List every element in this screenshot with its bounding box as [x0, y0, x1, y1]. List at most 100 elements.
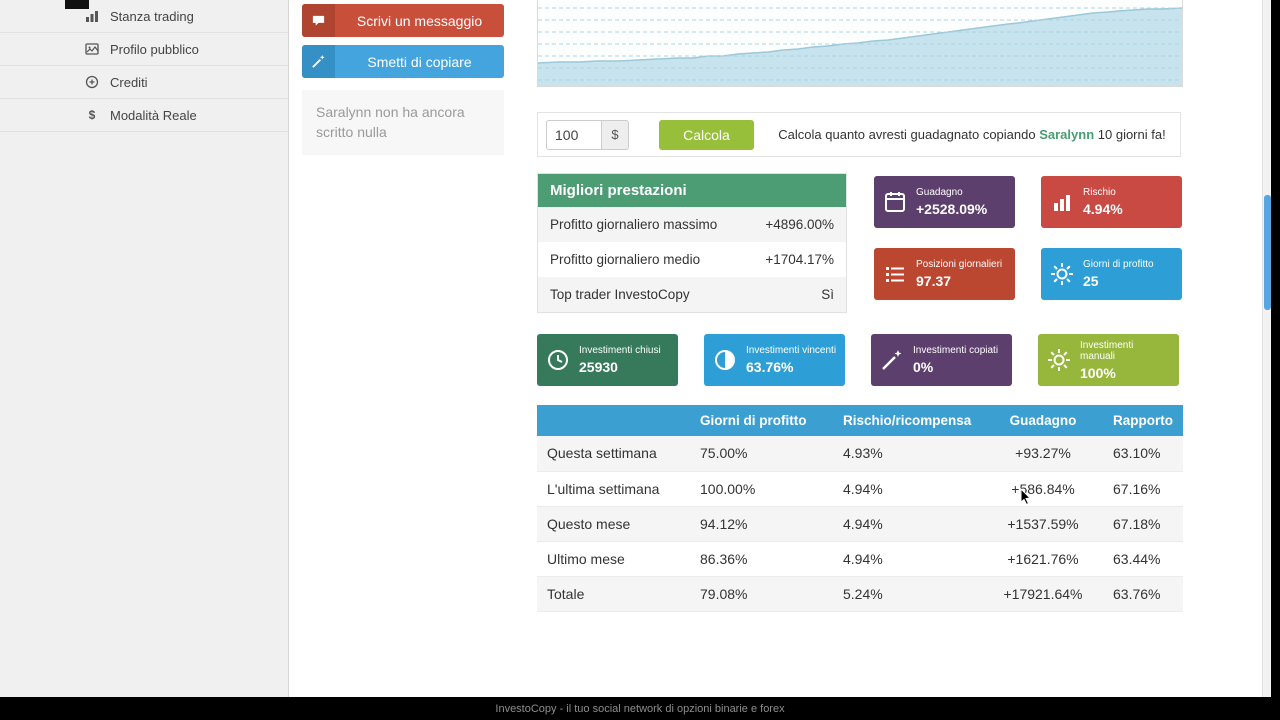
tile-label: Rischio	[1083, 187, 1116, 199]
row-value: Sì	[821, 287, 834, 302]
tile-label: Investimenti manuali	[1080, 339, 1134, 363]
amount-input[interactable]	[546, 119, 601, 150]
tile-value: 63.76%	[746, 358, 794, 375]
list-icon	[882, 262, 908, 286]
period-label: Questo mese	[537, 506, 690, 542]
calculator-description: Calcola quanto avresti guadagnato copian…	[754, 125, 1172, 145]
table-cell: 4.94%	[833, 506, 983, 542]
periods-table-wrap: Giorni di profitto Rischio/ricompensa Gu…	[537, 405, 1183, 612]
best-performance-row: Profitto giornaliero massimo +4896.00%	[538, 207, 846, 242]
table-cell: +17921.64%	[983, 576, 1103, 612]
speech-bubble-icon	[302, 4, 335, 37]
table-header-cell	[537, 405, 690, 436]
table-header-cell: Rischio/ricompensa	[833, 405, 983, 436]
tile-label: Guadagno	[916, 187, 963, 199]
sidebar-item-crediti[interactable]: Crediti	[0, 66, 288, 99]
table-cell: 94.12%	[690, 506, 833, 542]
sidebar-item-profilo-pubblico[interactable]: Profilo pubblico	[0, 33, 288, 66]
best-performance-row: Top trader InvestoCopy Sì	[538, 277, 846, 312]
gear-icon	[1046, 348, 1072, 372]
partial-scrolled-element	[65, 0, 89, 9]
tile-value: +2528.09%	[916, 200, 988, 217]
trader-name: Saralynn	[1039, 126, 1095, 142]
scrollbar-thumb[interactable]	[1264, 195, 1271, 310]
currency-addon: $	[601, 119, 629, 150]
sidebar-item-label: Modalità Reale	[110, 107, 197, 123]
table-row: Questo mese 94.12% 4.94% +1537.59% 67.18…	[537, 506, 1183, 542]
sidebar-item-label: Crediti	[110, 74, 148, 90]
calcola-button[interactable]: Calcola	[659, 119, 754, 150]
performance-chart-panel	[537, 0, 1183, 87]
sidebar-item-modalita-reale[interactable]: $ Modalità Reale	[0, 99, 288, 132]
period-label: Ultimo mese	[537, 541, 690, 577]
table-cell: 63.76%	[1103, 576, 1183, 612]
app-viewport: Stanza trading Profilo pubblico Crediti …	[0, 0, 1271, 697]
tile-value: 4.94%	[1083, 200, 1123, 217]
tile-label: Giorni di profitto	[1083, 259, 1154, 271]
stat-tile-investimenti-copiati: Investimenti copiati 0%	[871, 334, 1012, 386]
profit-calculator: $ Calcola Calcola quanto avresti guadagn…	[537, 112, 1181, 157]
best-performance-row: Profitto giornaliero medio +1704.17%	[538, 242, 846, 277]
sidebar: Stanza trading Profilo pubblico Crediti …	[0, 0, 289, 697]
stat-tile-guadagno: Guadagno +2528.09%	[874, 176, 1015, 228]
table-cell: +586.84%	[983, 471, 1103, 507]
stat-tile-investimenti-chiusi: Investimenti chiusi 25930	[537, 334, 678, 386]
table-cell: 67.18%	[1103, 506, 1183, 542]
table-cell: 67.16%	[1103, 471, 1183, 507]
bar-chart-icon	[1049, 190, 1075, 214]
table-row: Ultimo mese 86.36% 4.94% +1621.76% 63.44…	[537, 541, 1183, 577]
table-header-cell: Guadagno	[983, 405, 1103, 436]
row-label: Top trader InvestoCopy	[550, 287, 690, 302]
write-message-button[interactable]: Scrivi un messaggio	[302, 4, 504, 37]
table-row: Questa settimana 75.00% 4.93% +93.27% 63…	[537, 436, 1183, 472]
row-value: +1704.17%	[765, 252, 834, 267]
row-label: Profitto giornaliero medio	[550, 252, 701, 267]
table-cell: 63.44%	[1103, 541, 1183, 577]
tile-value: 97.37	[916, 272, 952, 289]
table-cell: +1621.76%	[983, 541, 1103, 577]
stop-copying-button[interactable]: Smetti di copiare	[302, 45, 504, 78]
sidebar-item-label: Profilo pubblico	[110, 41, 199, 57]
wand-icon	[302, 45, 335, 78]
stat-tile-investimenti-manuali: Investimenti manuali 100%	[1038, 334, 1179, 386]
main-content: $ Calcola Calcola quanto avresti guadagn…	[537, 0, 1183, 697]
table-cell: +93.27%	[983, 436, 1103, 472]
table-header-row: Giorni di profitto Rischio/ricompensa Gu…	[537, 405, 1183, 436]
calc-text-after: 10 giorni fa!	[1097, 126, 1166, 142]
tile-value: 0%	[913, 358, 934, 375]
wand-icon	[879, 348, 905, 372]
clock-icon	[545, 348, 571, 372]
stat-tile-investimenti-vincenti: Investimenti vincenti 63.76%	[704, 334, 845, 386]
table-cell: 4.94%	[833, 471, 983, 507]
tile-label: Investimenti vincenti	[746, 345, 837, 357]
stat-tile-giorni-di-profitto: Giorni di profitto 25	[1041, 248, 1182, 300]
best-performance-title: Migliori prestazioni	[538, 174, 846, 207]
table-cell: 79.08%	[690, 576, 833, 612]
stat-tile-rischio: Rischio 4.94%	[1041, 176, 1182, 228]
gear-icon	[1049, 262, 1075, 286]
table-row: L'ultima settimana 100.00% 4.94% +586.84…	[537, 471, 1183, 507]
tile-value: 25930	[579, 358, 618, 375]
trader-note: Saralynn non ha ancora scritto nulla	[302, 90, 504, 155]
plus-icon	[84, 74, 100, 90]
sidebar-item-label: Stanza trading	[110, 8, 194, 24]
table-row: Totale 79.08% 5.24% +17921.64% 63.76%	[537, 576, 1183, 612]
investment-tiles-row: Investimenti chiusi 25930 Investimenti v…	[537, 334, 1179, 386]
period-label: L'ultima settimana	[537, 471, 690, 507]
best-performance-panel: Migliori prestazioni Profitto giornalier…	[537, 173, 847, 313]
table-cell: 63.10%	[1103, 436, 1183, 472]
row-label: Profitto giornaliero massimo	[550, 217, 718, 232]
chart-gridlines	[538, 7, 1182, 81]
sidebar-item-stanza-trading[interactable]: Stanza trading	[0, 0, 288, 33]
performance-table: Giorni di profitto Rischio/ricompensa Gu…	[537, 405, 1183, 612]
tile-label: Investimenti chiusi	[579, 345, 661, 357]
period-label: Totale	[537, 576, 690, 612]
stat-tiles-grid: Guadagno +2528.09% Rischio 4.94% Posiz	[874, 176, 1182, 300]
equity-area	[538, 8, 1182, 86]
trader-actions: Scrivi un messaggio Smetti di copiare Sa…	[302, 4, 504, 155]
write-message-label: Scrivi un messaggio	[356, 12, 483, 29]
table-header-cell: Rapporto	[1103, 405, 1183, 436]
calc-text-before: Calcola quanto avresti guadagnato copian…	[778, 126, 1036, 142]
stop-copying-label: Smetti di copiare	[367, 53, 472, 70]
vertical-scrollbar	[1262, 0, 1271, 697]
